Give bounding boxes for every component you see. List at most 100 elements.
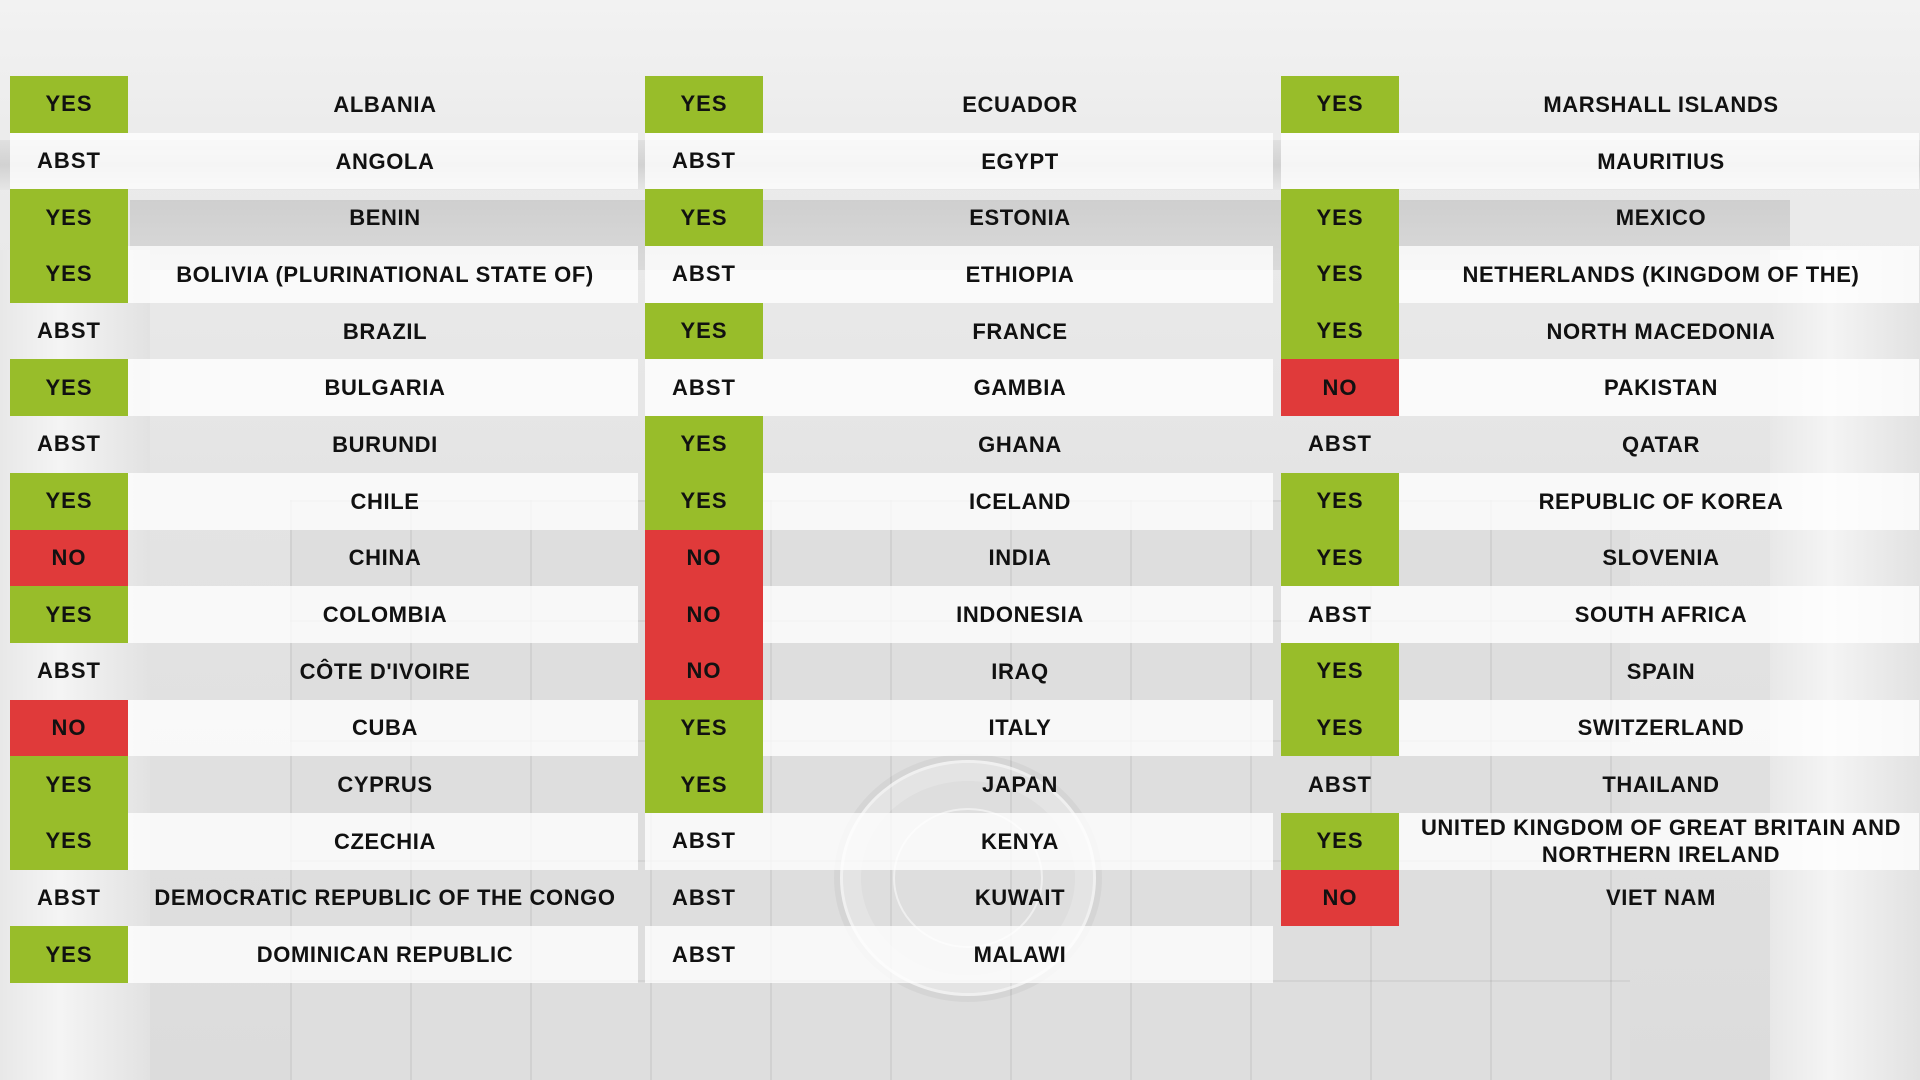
country-name: BENIN <box>349 205 421 231</box>
vote-badge: YES <box>10 76 128 133</box>
vote-row: ABST BRAZIL <box>10 303 638 360</box>
vote-badge: YES <box>10 472 128 530</box>
country-name: THAILAND <box>1602 772 1720 798</box>
country-name: EGYPT <box>981 148 1059 174</box>
country-name: NORTH MACEDONIA <box>1546 318 1776 344</box>
vote-row: YES REPUBLIC OF KOREA <box>1281 472 1919 530</box>
vote-badge: YES <box>10 246 128 303</box>
vote-badge: NO <box>645 586 763 643</box>
vote-badge: YES <box>1281 302 1399 360</box>
vote-badge: NO <box>645 642 763 700</box>
vote-row: YES NETHERLANDS (KINGDOM OF THE) <box>1281 246 1919 303</box>
vote-row: YES COLOMBIA <box>10 586 638 643</box>
vote-row: ABST EGYPT <box>645 132 1273 190</box>
vote-badge: YES <box>10 359 128 417</box>
vote-badge: NO <box>10 699 128 757</box>
vote-row: ABST QATAR <box>1281 416 1919 473</box>
country-name: BOLIVIA (PLURINATIONAL STATE OF) <box>176 261 594 287</box>
country-name: NETHERLANDS (KINGDOM OF THE) <box>1462 261 1860 287</box>
vote-badge: YES <box>645 699 763 757</box>
vote-row: YES SLOVENIA <box>1281 529 1919 587</box>
vote-badge: YES <box>645 76 763 133</box>
vote-badge: YES <box>645 189 763 247</box>
vote-row: YES GHANA <box>645 416 1273 473</box>
country-name: CÔTE D'IVOIRE <box>299 658 471 684</box>
vote-column-1: YES ALBANIA ABST ANGOLA YES BENIN YES BOLIVIA (… <box>10 76 638 983</box>
vote-row: YES SPAIN <box>1281 642 1919 700</box>
country-name: KENYA <box>981 828 1059 854</box>
country-name: GHANA <box>978 431 1062 457</box>
country-name: CZECHIA <box>334 828 436 854</box>
vote-badge: ABST <box>1308 601 1372 627</box>
country-name: ETHIOPIA <box>965 261 1075 287</box>
vote-badge: YES <box>10 926 128 983</box>
vote-row: YES BENIN <box>10 189 638 247</box>
vote-badge: YES <box>1281 189 1399 247</box>
vote-row: ABST THAILAND <box>1281 756 1919 813</box>
vote-row: YES FRANCE <box>645 302 1273 360</box>
vote-row: YES MARSHALL ISLANDS <box>1281 76 1919 133</box>
vote-row: ABST DEMOCRATIC REPUBLIC OF THE CONGO <box>10 870 638 927</box>
vote-row: ABST SOUTH AFRICA <box>1281 586 1919 643</box>
vote-row: NO INDONESIA <box>645 586 1273 643</box>
vote-badge: ABST <box>37 658 101 684</box>
country-name: VIET NAM <box>1606 885 1716 911</box>
vote-badge: ABST <box>37 884 101 910</box>
country-name: ITALY <box>988 715 1052 741</box>
country-name: ALBANIA <box>333 91 437 117</box>
vote-row: YES NORTH MACEDONIA <box>1281 302 1919 360</box>
vote-badge: YES <box>645 756 763 813</box>
country-name: PAKISTAN <box>1604 375 1718 401</box>
country-name: MARSHALL ISLANDS <box>1543 91 1779 117</box>
vote-row: NO PAKISTAN <box>1281 359 1919 417</box>
country-name: INDONESIA <box>956 602 1084 628</box>
vote-row: YES CHILE <box>10 472 638 530</box>
country-name: QATAR <box>1622 431 1700 457</box>
vote-badge: ABST <box>37 431 101 457</box>
country-name: COLOMBIA <box>322 602 448 628</box>
country-name: MEXICO <box>1615 205 1707 231</box>
vote-row: NO IRAQ <box>645 642 1273 700</box>
vote-row: NO VIET NAM <box>1281 869 1919 927</box>
vote-badge: YES <box>645 416 763 473</box>
vote-badge: NO <box>1281 869 1399 927</box>
vote-column-2: YES ECUADOR ABST EGYPT YES ESTONIA ABST ETHIOPI… <box>645 76 1273 983</box>
vote-badge: YES <box>1281 472 1399 530</box>
country-name: SWITZERLAND <box>1577 715 1745 741</box>
vote-row: YES UNITED KINGDOM OF GREAT BRITAIN AND N… <box>1281 812 1919 870</box>
vote-row: YES ALBANIA <box>10 76 638 133</box>
country-name: BULGARIA <box>324 375 446 401</box>
vote-row: YES ESTONIA <box>645 189 1273 247</box>
country-name: ANGOLA <box>335 148 435 174</box>
country-name: JAPAN <box>982 772 1058 798</box>
vote-row: NO CUBA <box>10 699 638 757</box>
country-name: ESTONIA <box>969 205 1071 231</box>
vote-badge: YES <box>10 586 128 643</box>
vote-row: YES CZECHIA <box>10 812 638 870</box>
vote-badge: YES <box>10 189 128 247</box>
country-name: DEMOCRATIC REPUBLIC OF THE CONGO <box>154 885 616 911</box>
vote-row: YES JAPAN <box>645 756 1273 813</box>
vote-row: YES ITALY <box>645 699 1273 757</box>
vote-row: ABST GAMBIA <box>645 359 1273 417</box>
vote-badge: NO <box>1281 359 1399 417</box>
country-name: FRANCE <box>972 318 1068 344</box>
vote-row: NO CHINA <box>10 529 638 587</box>
country-name: MALAWI <box>973 942 1067 968</box>
vote-row: ABST ETHIOPIA <box>645 246 1273 303</box>
vote-badge: YES <box>1281 812 1399 870</box>
vote-row: YES DOMINICAN REPUBLIC <box>10 926 638 983</box>
vote-badge: YES <box>10 812 128 870</box>
country-name: SOUTH AFRICA <box>1574 602 1748 628</box>
vote-badge: YES <box>645 302 763 360</box>
vote-badge: ABST <box>672 828 736 854</box>
vote-badge <box>1281 133 1399 190</box>
vote-badge: YES <box>1281 642 1399 700</box>
country-name: IRAQ <box>991 658 1049 684</box>
vote-badge: ABST <box>1308 431 1372 457</box>
vote-badge: ABST <box>1308 771 1372 797</box>
vote-badge: ABST <box>37 318 101 344</box>
vote-badge: YES <box>10 756 128 813</box>
country-name: GAMBIA <box>973 375 1067 401</box>
country-name: SLOVENIA <box>1602 545 1720 571</box>
